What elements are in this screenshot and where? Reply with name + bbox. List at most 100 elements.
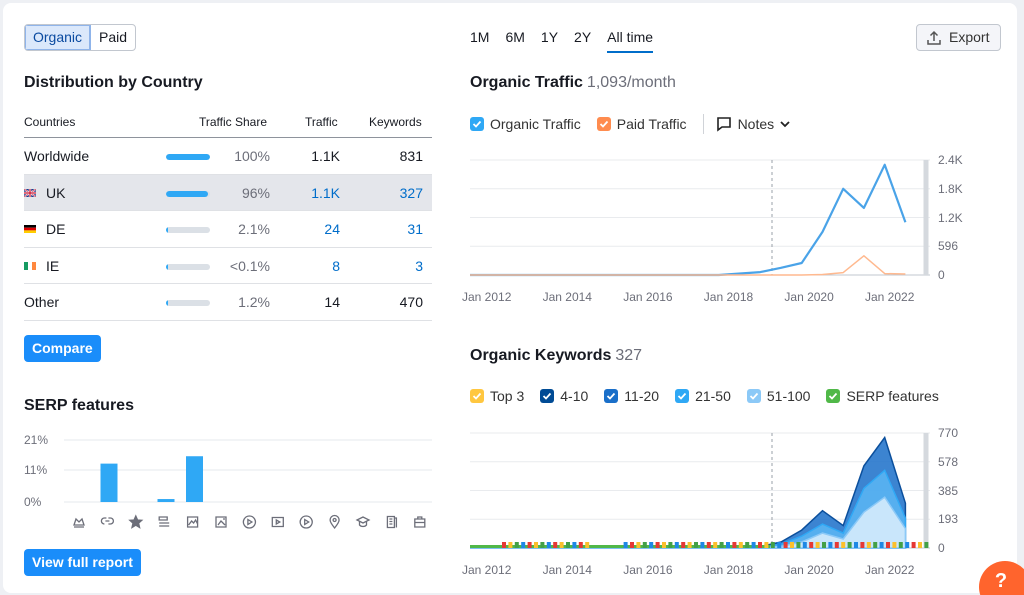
video-icon[interactable] — [242, 515, 257, 529]
keywords-value[interactable]: 31 — [407, 221, 423, 237]
serp-feature-marker[interactable] — [630, 542, 634, 548]
serp-feature-marker[interactable] — [796, 542, 801, 548]
star-icon[interactable] — [128, 514, 144, 529]
serp-feature-marker[interactable] — [738, 542, 743, 548]
legend-item-serp-features[interactable]: SERP features — [826, 388, 939, 404]
serp-feature-marker[interactable] — [674, 542, 679, 548]
period-6m[interactable]: 6M — [505, 29, 525, 45]
traffic-value[interactable]: 24 — [324, 221, 340, 237]
serp-feature-marker[interactable] — [854, 542, 858, 548]
serp-feature-marker[interactable] — [521, 542, 526, 548]
serp-feature-marker[interactable] — [841, 542, 846, 548]
serp-feature-marker[interactable] — [886, 542, 890, 548]
keywords-value[interactable]: 327 — [399, 184, 423, 201]
serp-feature-marker[interactable] — [809, 542, 814, 548]
serp-feature-marker[interactable] — [534, 542, 538, 548]
table-row[interactable]: UK 96% 1.1K 327 — [24, 174, 432, 211]
organic-traffic-line[interactable] — [470, 163, 907, 277]
serp-feature-marker[interactable] — [905, 542, 910, 548]
serp-feature-marker[interactable] — [700, 542, 705, 548]
serp-feature-marker[interactable] — [502, 542, 506, 548]
map-pin-icon[interactable] — [329, 514, 340, 530]
crown-icon[interactable] — [73, 517, 85, 528]
keywords-value[interactable]: 3 — [415, 257, 423, 274]
link-icon[interactable] — [100, 517, 114, 525]
view-full-report-button[interactable]: View full report — [24, 549, 141, 576]
image-pack-icon[interactable] — [215, 516, 227, 528]
serp-feature-marker[interactable] — [662, 542, 666, 548]
paid-toggle-button[interactable]: Paid — [99, 29, 128, 45]
serp-feature-marker[interactable] — [860, 542, 865, 548]
serp-feature-marker[interactable] — [623, 542, 628, 548]
serp-feature-marker[interactable] — [828, 542, 833, 548]
serp-feature-marker[interactable] — [822, 542, 826, 548]
serp-feature-marker[interactable] — [553, 542, 558, 548]
serp-feature-marker[interactable] — [790, 542, 794, 548]
serp-feature-marker[interactable] — [777, 542, 782, 548]
serp-feature-marker[interactable] — [546, 542, 551, 548]
serp-feature-marker[interactable] — [918, 542, 922, 548]
serp-feature-marker[interactable] — [898, 542, 903, 548]
serp-bar[interactable] — [186, 456, 203, 502]
serp-bar[interactable] — [100, 463, 118, 502]
organic-toggle-button[interactable]: Organic — [25, 25, 92, 50]
serp-feature-marker[interactable] — [655, 542, 660, 548]
video-circle-icon[interactable] — [299, 515, 313, 529]
serp-feature-marker[interactable] — [873, 542, 878, 548]
export-button[interactable]: Export — [916, 24, 1001, 51]
legend-paid-traffic[interactable]: Paid Traffic — [596, 116, 687, 132]
serp-feature-marker[interactable] — [719, 542, 724, 548]
serp-feature-marker[interactable] — [815, 542, 820, 548]
serp-feature-marker[interactable] — [649, 542, 654, 548]
period-2y[interactable]: 2Y — [574, 29, 592, 45]
period-1m[interactable]: 1M — [470, 29, 490, 45]
serp-feature-marker[interactable] — [508, 542, 513, 548]
serp-feature-marker[interactable] — [706, 542, 711, 548]
serp-feature-marker[interactable] — [713, 542, 718, 548]
serp-feature-marker[interactable] — [783, 542, 788, 548]
serp-feature-marker[interactable] — [758, 542, 762, 548]
serp-feature-marker[interactable] — [540, 542, 545, 548]
table-row[interactable]: DE 2.1% 24 31 — [24, 211, 432, 248]
serp-feature-marker[interactable] — [745, 542, 750, 548]
serp-feature-marker[interactable] — [566, 542, 570, 548]
graduation-icon[interactable] — [355, 516, 371, 528]
period-all-time[interactable]: All time — [607, 29, 654, 53]
serp-feature-marker[interactable] — [764, 542, 769, 548]
serp-feature-marker[interactable] — [687, 542, 692, 548]
serp-feature-marker[interactable] — [585, 542, 590, 548]
news-icon[interactable] — [386, 515, 398, 529]
period-1y[interactable]: 1Y — [540, 29, 559, 45]
serp-feature-marker[interactable] — [911, 542, 916, 548]
serp-feature-marker[interactable] — [694, 542, 698, 548]
legend-item-top-3[interactable]: Top 3 — [470, 388, 524, 404]
serp-feature-marker[interactable] — [892, 542, 897, 548]
image-icon[interactable] — [186, 516, 199, 528]
serp-feature-marker[interactable] — [802, 542, 807, 548]
serp-feature-marker[interactable] — [770, 542, 775, 548]
legend-item-4-10[interactable]: 4-10 — [540, 388, 588, 404]
serp-bar[interactable] — [157, 499, 175, 502]
briefcase-icon[interactable] — [414, 516, 426, 528]
legend-organic-traffic[interactable]: Organic Traffic — [470, 116, 581, 132]
table-row[interactable]: Worldwide 100% 1.1K 831 — [24, 138, 432, 175]
legend-item-21-50[interactable]: 21-50 — [675, 388, 731, 404]
serp-feature-marker[interactable] — [527, 542, 532, 548]
notes-dropdown[interactable]: Notes — [716, 116, 792, 132]
legend-item-51-100[interactable]: 51-100 — [746, 388, 810, 404]
serp-feature-marker[interactable] — [834, 542, 839, 548]
serp-feature-marker[interactable] — [642, 542, 647, 548]
sitelinks-icon[interactable] — [158, 516, 170, 527]
help-button[interactable]: ? — [979, 561, 1024, 595]
traffic-value[interactable]: 1.1K — [311, 184, 340, 201]
serp-feature-marker[interactable] — [866, 542, 871, 548]
serp-feature-marker[interactable] — [751, 542, 756, 548]
serp-feature-marker[interactable] — [559, 542, 564, 548]
paid-traffic-line[interactable] — [470, 255, 906, 276]
legend-item-11-20[interactable]: 11-20 — [604, 388, 659, 404]
serp-feature-marker[interactable] — [879, 542, 884, 548]
serp-feature-marker[interactable] — [668, 542, 673, 548]
serp-feature-marker[interactable] — [732, 542, 737, 548]
serp-feature-marker[interactable] — [572, 542, 577, 548]
serp-feature-marker[interactable] — [578, 542, 583, 548]
